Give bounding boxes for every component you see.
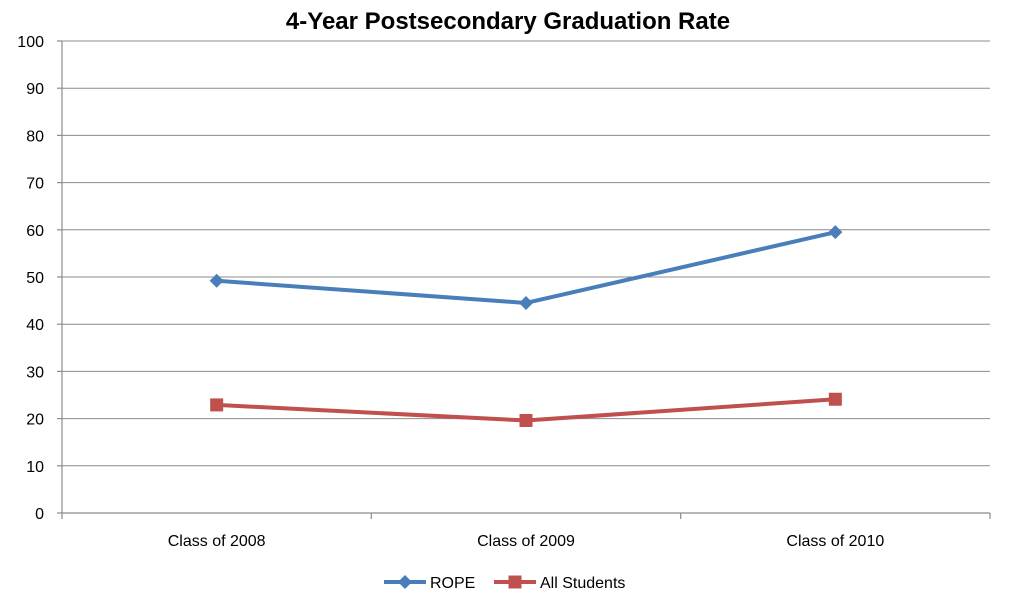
data-point-all-students — [519, 413, 533, 427]
gridlines — [62, 40, 990, 467]
legend: ROPE All Students — [384, 575, 625, 592]
y-tick-label: 20 — [26, 412, 44, 429]
series-lines — [209, 225, 843, 427]
y-axis-tick-labels: 0 10 20 30 40 50 60 70 80 90 100 — [17, 34, 44, 523]
x-tick-label: Class of 2008 — [168, 533, 266, 550]
legend-label-all-students: All Students — [540, 575, 625, 592]
y-tick-label: 30 — [26, 364, 44, 381]
data-point-all-students — [210, 398, 224, 412]
series-all-students — [210, 392, 842, 427]
axes — [57, 40, 991, 519]
data-point-rope — [828, 225, 843, 240]
x-tick-label: Class of 2010 — [786, 533, 884, 550]
legend-marker-all-students — [508, 575, 522, 589]
legend-item-rope: ROPE — [384, 575, 475, 592]
y-tick-label: 60 — [26, 223, 44, 240]
legend-label-rope: ROPE — [430, 575, 475, 592]
series-rope — [209, 225, 843, 310]
y-tick-label: 70 — [26, 176, 44, 193]
data-point-all-students — [828, 392, 842, 406]
legend-item-all-students: All Students — [494, 575, 625, 592]
y-tick-label: 50 — [26, 270, 44, 287]
legend-marker-rope — [398, 575, 412, 589]
x-tick-label: Class of 2009 — [477, 533, 575, 550]
y-tick-label: 10 — [26, 459, 44, 476]
x-axis-tick-labels: Class of 2008 Class of 2009 Class of 2010 — [168, 533, 885, 550]
data-point-rope — [519, 295, 533, 310]
y-tick-label: 80 — [26, 128, 44, 145]
y-tick-label: 40 — [26, 317, 44, 334]
y-tick-label: 100 — [17, 34, 44, 51]
data-point-rope — [209, 273, 224, 288]
series-line-rope — [216, 230, 836, 305]
y-tick-label: 0 — [35, 506, 44, 523]
chart-title: 4-Year Postsecondary Graduation Rate — [286, 8, 730, 35]
y-tick-label: 90 — [26, 81, 44, 98]
